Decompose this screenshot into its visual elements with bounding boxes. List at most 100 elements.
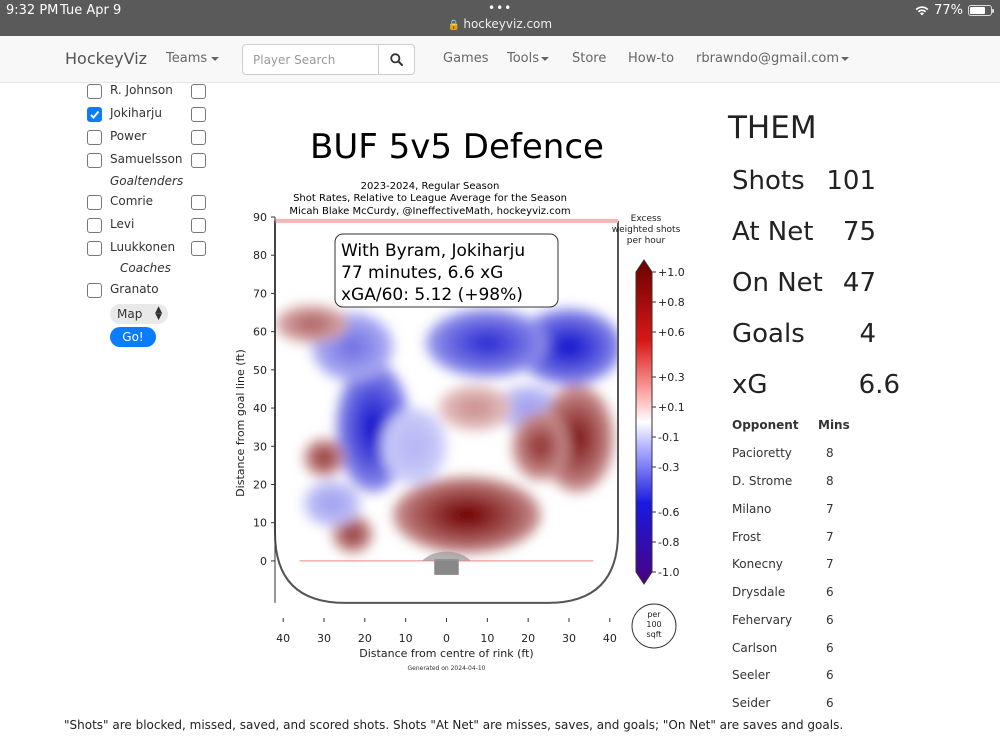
colorbar-tick-label: +0.1 bbox=[658, 401, 685, 414]
shot-rate-chart: BUF 5v5 Defence 2023-2024, Regular Seaso… bbox=[230, 118, 690, 678]
opponent-mins: 6 bbox=[826, 668, 834, 682]
more-dots-icon[interactable]: ••• bbox=[488, 1, 513, 15]
nav-account-label: rbrawndo@gmail.com bbox=[696, 51, 839, 66]
colorbar-title-line: weighted shots bbox=[612, 225, 681, 235]
y-tick-label: 0 bbox=[260, 555, 267, 568]
y-tick-label: 80 bbox=[253, 249, 267, 262]
opponent-row: Milano 7 bbox=[732, 502, 834, 516]
stat-value: 4 bbox=[859, 319, 876, 349]
x-tick-label: 20 bbox=[358, 632, 372, 645]
checkbox-player-r-johnson[interactable] bbox=[87, 84, 102, 99]
y-axis-label: Distance from goal line (ft) bbox=[234, 349, 247, 497]
y-tick-label: 40 bbox=[253, 402, 267, 415]
x-tick-label: 10 bbox=[480, 632, 494, 645]
address-url: hockeyviz.com bbox=[463, 17, 553, 31]
checkbox-player-power[interactable] bbox=[87, 130, 102, 145]
checkbox-goalie-luukkonen-alt[interactable] bbox=[191, 241, 206, 256]
colorbar bbox=[635, 259, 653, 585]
heatmap-blob bbox=[326, 498, 338, 509]
nav-tools-dropdown[interactable]: Tools bbox=[507, 51, 550, 66]
opponent-row: Pacioretty 8 bbox=[732, 446, 834, 460]
opponent-name: Konecny bbox=[732, 557, 783, 571]
nav-howto[interactable]: How-to bbox=[628, 51, 675, 66]
address-bar[interactable]: 🔒 hockeyviz.com bbox=[0, 17, 1000, 31]
heatmap-blob bbox=[348, 530, 357, 538]
coaches-heading: Coaches bbox=[120, 261, 171, 275]
unit-badge bbox=[631, 603, 677, 649]
opponent-mins: 7 bbox=[826, 502, 834, 516]
search-input[interactable] bbox=[242, 44, 379, 75]
opponent-mins: 8 bbox=[826, 474, 834, 488]
annotation-box: With Byram, Jokiharju 77 minutes, 6.6 xG… bbox=[334, 233, 559, 308]
stat-value: 6.6 bbox=[858, 370, 900, 400]
y-tick-label: 90 bbox=[253, 211, 267, 224]
colorbar-tick-label: -1.0 bbox=[658, 566, 679, 579]
chevron-down-icon bbox=[841, 56, 849, 61]
heatmap-blob bbox=[521, 403, 535, 413]
opponents-header-mins: Mins bbox=[818, 418, 850, 432]
go-button[interactable]: Go! bbox=[110, 327, 156, 347]
heatmap-blob bbox=[407, 438, 421, 454]
checkbox-player-jokiharju-alt[interactable] bbox=[191, 107, 206, 122]
checkbox-player-power-alt[interactable] bbox=[191, 130, 206, 145]
checkbox-goalie-comrie-alt[interactable] bbox=[191, 195, 206, 210]
checkbox-goalie-luukkonen[interactable] bbox=[87, 241, 102, 256]
generated-label: Generated on 2024-04-10 bbox=[408, 665, 486, 672]
player-label: Jokiharju bbox=[110, 106, 162, 120]
stat-goals: Goals 4 bbox=[732, 319, 876, 351]
checkbox-player-samuelsson-alt[interactable] bbox=[191, 153, 206, 168]
unit-badge-line: per bbox=[647, 610, 661, 619]
checkbox-goalie-levi-alt[interactable] bbox=[191, 218, 206, 233]
checkbox-player-samuelsson[interactable] bbox=[87, 153, 102, 168]
player-label: Power bbox=[110, 129, 147, 143]
nav-account-dropdown[interactable]: rbrawndo@gmail.com bbox=[696, 51, 849, 66]
annotation-line: 77 minutes, 6.6 xG bbox=[341, 263, 503, 283]
y-tick-label: 10 bbox=[253, 517, 267, 530]
player-label: Samuelsson bbox=[110, 152, 183, 166]
y-tick-label: 70 bbox=[253, 287, 267, 300]
heatmap-blob bbox=[319, 453, 329, 462]
coach-label: Granato bbox=[110, 282, 159, 296]
search-button[interactable] bbox=[379, 44, 415, 75]
checkbox-coach-granato[interactable] bbox=[87, 283, 102, 298]
opponent-row: Carlson 6 bbox=[732, 641, 834, 655]
checkbox-player-r-johnson-alt[interactable] bbox=[191, 84, 206, 99]
colorbar-tick-label: +0.3 bbox=[658, 371, 685, 384]
chart-subtitle-3: Micah Blake McCurdy, @IneffectiveMath, h… bbox=[289, 206, 570, 217]
checkbox-goalie-comrie[interactable] bbox=[87, 195, 102, 210]
chart-title: BUF 5v5 Defence bbox=[310, 127, 604, 167]
x-tick-label: 40 bbox=[603, 632, 617, 645]
stat-label: xG bbox=[732, 370, 768, 400]
opponent-mins: 7 bbox=[826, 557, 834, 571]
heatmap-blob bbox=[344, 340, 361, 354]
opponents-header: Opponent Mins bbox=[732, 418, 850, 432]
annotation-line: With Byram, Jokiharju bbox=[341, 241, 525, 261]
nav-store[interactable]: Store bbox=[572, 51, 607, 66]
colorbar-title-line: per hour bbox=[627, 236, 666, 246]
view-type-select[interactable]: Map ▲ ▼ bbox=[110, 304, 168, 324]
checkbox-player-jokiharju[interactable] bbox=[87, 107, 102, 122]
nav-games[interactable]: Games bbox=[443, 51, 489, 66]
nav-teams-dropdown[interactable]: Teams bbox=[166, 51, 220, 66]
wifi-icon bbox=[915, 6, 929, 16]
stat-label: At Net bbox=[732, 217, 814, 247]
stat-label: Goals bbox=[732, 319, 805, 349]
colorbar-tick-label: +0.6 bbox=[658, 326, 685, 339]
footnote: "Shots" are blocked, missed, saved, and … bbox=[64, 718, 844, 732]
nav-tools-label: Tools bbox=[507, 51, 540, 66]
y-tick-label: 60 bbox=[253, 326, 267, 339]
x-tick-label: 0 bbox=[443, 632, 450, 645]
brand-logo[interactable]: HockeyViz bbox=[65, 49, 148, 68]
colorbar-tick-label: -0.3 bbox=[658, 461, 679, 474]
rink-boards bbox=[274, 220, 619, 604]
nav-teams-label: Teams bbox=[166, 51, 208, 66]
opponent-row: Drysdale 6 bbox=[732, 585, 834, 599]
heatmap-blobs bbox=[275, 304, 618, 554]
battery-percent: 77% bbox=[934, 3, 963, 18]
checkbox-goalie-levi[interactable] bbox=[87, 218, 102, 233]
stat-label: On Net bbox=[732, 268, 823, 298]
goalie-label: Comrie bbox=[110, 194, 154, 208]
opponent-name: Drysdale bbox=[732, 585, 786, 599]
goal-crease bbox=[422, 551, 471, 561]
stat-at-net: At Net 75 bbox=[732, 217, 876, 249]
